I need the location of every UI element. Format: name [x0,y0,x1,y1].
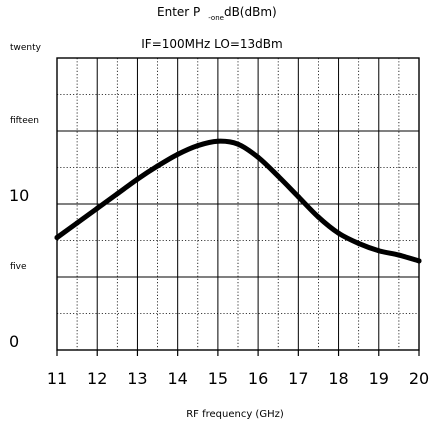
data-point [336,230,342,236]
data-point [235,141,241,147]
chart-title-suffix: dB(dBm) [224,5,277,19]
y-tick-label: fifteen [10,116,39,126]
data-point [295,194,301,200]
chart-title-main: Enter P [157,5,200,19]
data-point [315,214,321,220]
data-point [134,176,140,182]
chart-subtitle: IF=100MHz LO=13dBm [141,37,282,51]
data-point [396,252,402,258]
data-point [275,173,281,179]
y-tick-label: five [10,262,27,272]
x-tick-label: 12 [87,369,107,388]
x-tick-label: 19 [369,369,389,388]
data-point [195,143,201,149]
data-point [376,248,382,254]
data-point [356,240,362,246]
y-tick-label: twenty [10,43,42,53]
grid [57,58,419,350]
series-layer [54,138,422,264]
data-point [255,154,261,160]
plot-frame [56,57,420,351]
data-point [175,151,181,157]
x-tick-label: 20 [409,369,429,388]
chart-title-subscript: -one [208,14,224,22]
data-point [416,258,422,264]
chart-title: Enter P -onedB(dBm) [157,5,277,22]
data-point [215,138,221,144]
data-point [114,191,120,197]
series-line [54,138,422,264]
data-point [94,205,100,211]
x-axis-title: RF frequency (GHz) [186,409,284,420]
x-tick-label: 13 [127,369,147,388]
data-point [74,220,80,226]
x-tick-label: 15 [208,369,228,388]
data-point [155,163,161,169]
data-point [54,235,60,241]
x-tick-label: 17 [288,369,308,388]
x-tick-label: 14 [167,369,187,388]
x-tick-label: 18 [328,369,348,388]
tick-labels: 11 12 13 14 15 16 17 18 19 20 0 five 10 fifteen twenty [9,43,429,388]
x-tick-label: 16 [248,369,268,388]
axes [56,57,420,356]
y-tick-label: 10 [9,186,29,205]
x-tick-label: 11 [47,369,67,388]
y-tick-label: 0 [9,332,19,351]
